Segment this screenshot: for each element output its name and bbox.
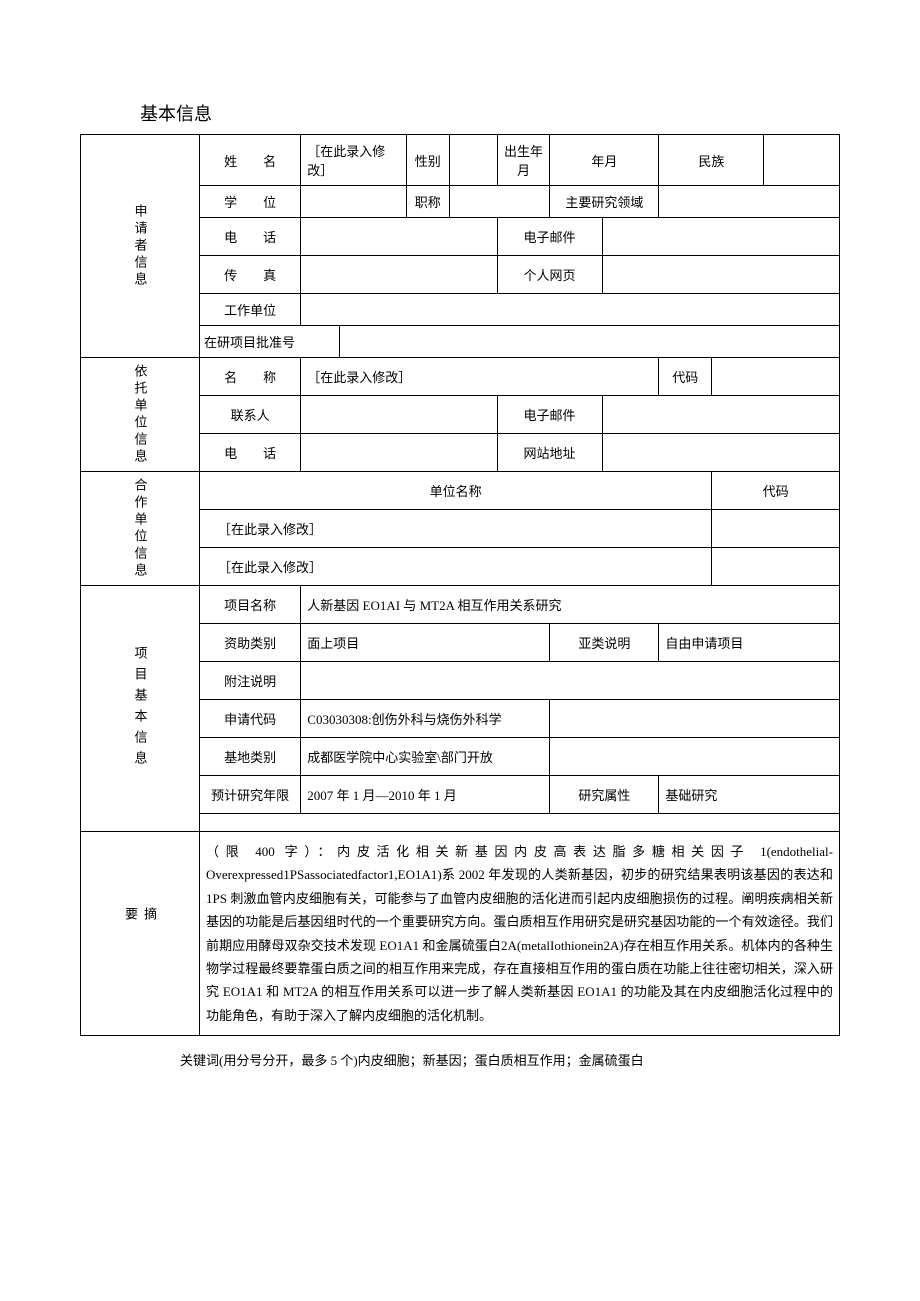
partner-row1-name[interactable]: ［在此录入修改］: [200, 510, 712, 548]
applicant-ethnic-value[interactable]: [764, 135, 840, 186]
project-basetype-extra[interactable]: [550, 738, 840, 776]
applicant-phone-value[interactable]: [301, 218, 497, 256]
project-spacer: [200, 814, 840, 832]
affiliation-name-label: 名 称: [200, 358, 301, 396]
project-years-label: 预计研究年限: [200, 776, 301, 814]
applicant-ethnic-label: 民族: [659, 135, 764, 186]
applicant-fax-value[interactable]: [301, 256, 497, 294]
applicant-gender-label: 性别: [406, 135, 450, 186]
applicant-homepage-value[interactable]: [602, 256, 839, 294]
applicant-name-value[interactable]: ［在此录入修改］: [301, 135, 406, 186]
applicant-phone-label: 电 话: [200, 218, 301, 256]
abstract-text: （限 400 字）：内皮活化相关新基因内皮高表达脂多糖相关因子 1(endoth…: [200, 832, 840, 1036]
affiliation-email-label: 电子邮件: [497, 396, 602, 434]
page-title: 基本信息: [140, 100, 840, 126]
affiliation-name-value[interactable]: ［在此录入修改］: [301, 358, 659, 396]
partner-row1-code[interactable]: [712, 510, 840, 548]
applicant-email-value[interactable]: [602, 218, 839, 256]
applicant-birth-label: 出生年月: [497, 135, 550, 186]
applicant-ongoing-value[interactable]: [339, 326, 839, 358]
applicant-name-label: 姓 名: [200, 135, 301, 186]
applicant-email-label: 电子邮件: [497, 218, 602, 256]
applicant-workunit-value[interactable]: [301, 294, 840, 326]
partner-section-label: 合作单位信息: [81, 472, 200, 586]
applicant-research-field-label: 主要研究领域: [550, 186, 659, 218]
affiliation-phone-value[interactable]: [301, 434, 497, 472]
applicant-section-label: 申请者信息: [81, 135, 200, 358]
project-attr-label: 研究属性: [550, 776, 659, 814]
project-subtype-value[interactable]: 自由申请项目: [659, 624, 840, 662]
partner-row2-code[interactable]: [712, 548, 840, 586]
partner-row2-name[interactable]: ［在此录入修改］: [200, 548, 712, 586]
applicant-research-field-value[interactable]: [659, 186, 840, 218]
project-fundtype-label: 资助类别: [200, 624, 301, 662]
project-basetype-label: 基地类别: [200, 738, 301, 776]
project-applycode-label: 申请代码: [200, 700, 301, 738]
project-section-label: 项目基本信息: [81, 586, 200, 832]
form-table: 申请者信息 姓 名 ［在此录入修改］ 性别 出生年月 年月 民族 学 位 职称 …: [80, 134, 840, 1036]
project-note-value[interactable]: [301, 662, 840, 700]
partner-unitname-label: 单位名称: [200, 472, 712, 510]
applicant-workunit-label: 工作单位: [200, 294, 301, 326]
affiliation-contact-label: 联系人: [200, 396, 301, 434]
project-years-value[interactable]: 2007 年 1 月—2010 年 1 月: [301, 776, 550, 814]
abstract-section-label: 摘 要: [81, 832, 200, 1036]
affiliation-contact-value[interactable]: [301, 396, 497, 434]
project-applycode-value[interactable]: C03030308:创伤外科与烧伤外科学: [301, 700, 550, 738]
project-applycode-extra[interactable]: [550, 700, 840, 738]
partner-code-label: 代码: [712, 472, 840, 510]
applicant-degree-value[interactable]: [301, 186, 406, 218]
applicant-gender-value[interactable]: [450, 135, 497, 186]
applicant-ongoing-label: 在研项目批准号: [200, 326, 340, 358]
affiliation-website-value[interactable]: [602, 434, 839, 472]
affiliation-email-value[interactable]: [602, 396, 839, 434]
project-note-label: 附注说明: [200, 662, 301, 700]
applicant-title-value[interactable]: [450, 186, 550, 218]
affiliation-phone-label: 电 话: [200, 434, 301, 472]
applicant-birth-value[interactable]: 年月: [550, 135, 659, 186]
affiliation-section-label: 依托单位信息: [81, 358, 200, 472]
affiliation-website-label: 网站地址: [497, 434, 602, 472]
project-name-label: 项目名称: [200, 586, 301, 624]
keywords-text: 关键词(用分号分开，最多 5 个)内皮细胞；新基因；蛋白质相互作用；金属硫蛋白: [180, 1050, 840, 1069]
project-name-value[interactable]: 人新基因 EO1AI 与 MT2A 相互作用关系研究: [301, 586, 840, 624]
applicant-homepage-label: 个人网页: [497, 256, 602, 294]
project-basetype-value[interactable]: 成都医学院中心实验室\部门开放: [301, 738, 550, 776]
applicant-fax-label: 传 真: [200, 256, 301, 294]
project-attr-value[interactable]: 基础研究: [659, 776, 840, 814]
project-fundtype-value[interactable]: 面上项目: [301, 624, 550, 662]
project-subtype-label: 亚类说明: [550, 624, 659, 662]
applicant-degree-label: 学 位: [200, 186, 301, 218]
affiliation-code-label: 代码: [659, 358, 712, 396]
applicant-title-label: 职称: [406, 186, 450, 218]
affiliation-code-value[interactable]: [712, 358, 840, 396]
